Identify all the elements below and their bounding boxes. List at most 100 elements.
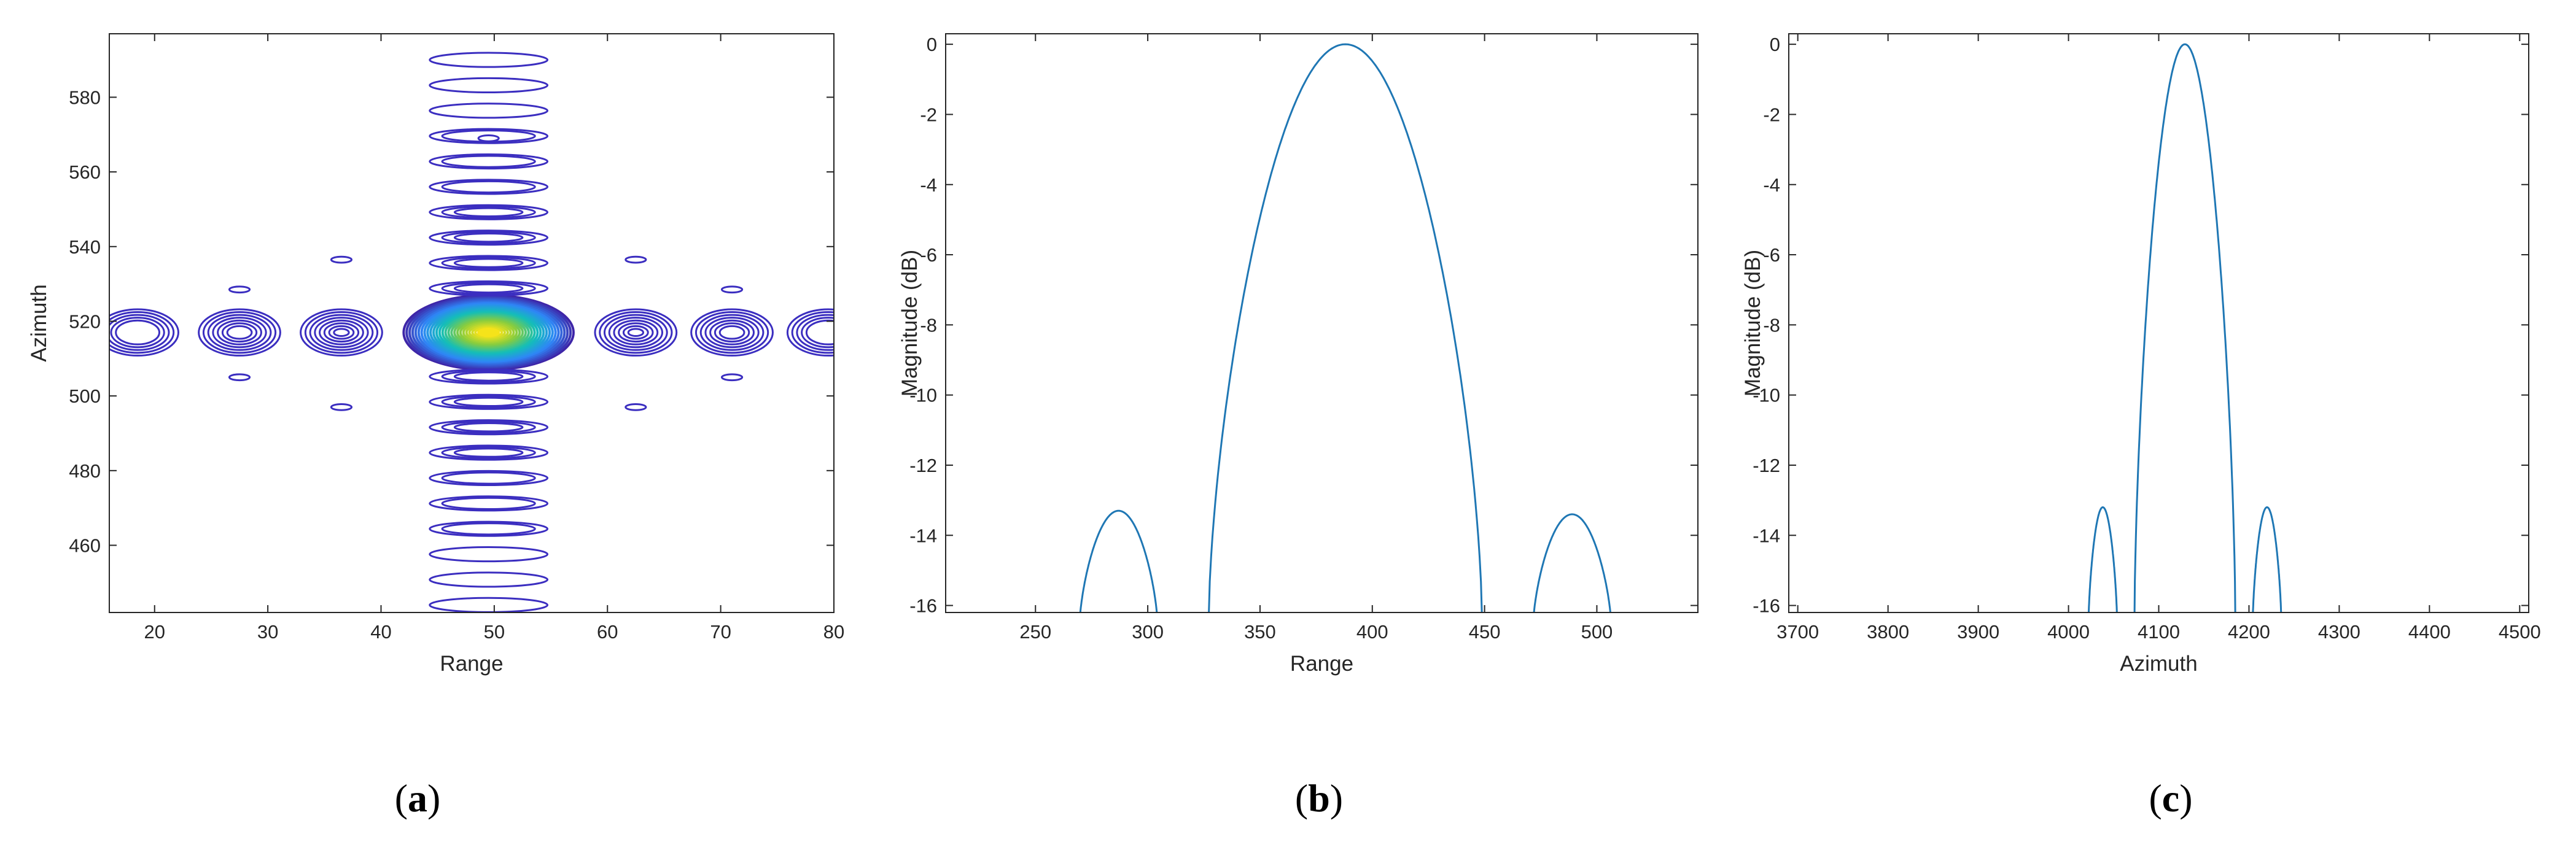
- panel-label: (b): [1295, 776, 1343, 820]
- range-sidelobe-contour: [613, 319, 659, 346]
- range-sidelobe-contour: [300, 308, 383, 357]
- azimuth-sidelobe-contour: [453, 207, 524, 218]
- central-contour: [471, 325, 506, 340]
- range-sidelobe-contour: [309, 314, 374, 351]
- y-tick-label: -4: [920, 174, 937, 196]
- central-contour: [462, 321, 515, 344]
- azimuth-sidelobe-contour: [441, 206, 536, 219]
- range-sidelobe-contour: [314, 317, 369, 349]
- cross-term-contour: [330, 255, 353, 264]
- range-sidelobe-contour: [109, 314, 170, 351]
- azimuth-sidelobe-contour: [429, 444, 549, 461]
- side-lobe-curve: [1533, 513, 1611, 612]
- azimuth-sidelobe-contour: [453, 232, 524, 243]
- azimuth-sidelobe-contour: [429, 419, 549, 436]
- azimuth-sidelobe-contour: [429, 571, 549, 588]
- y-tick-label: 540: [69, 236, 101, 258]
- range-sidelobe-contour: [690, 308, 774, 357]
- y-tick-label: -12: [909, 455, 937, 476]
- azimuth-sidelobe-contour: [441, 155, 536, 168]
- range-sidelobe-contour: [221, 322, 258, 343]
- azimuth-sidelobe-contour: [453, 422, 524, 433]
- y-tick-label: -2: [1763, 104, 1780, 125]
- azimuth-sidelobe-contour: [441, 369, 536, 384]
- range-sidelobe-contour: [786, 308, 834, 357]
- central-contour: [414, 299, 563, 366]
- azimuth-sidelobe-contour: [429, 495, 549, 512]
- central-contour: [447, 314, 530, 351]
- x-tick-label: 250: [1019, 621, 1051, 643]
- y-tick-label: -16: [1753, 595, 1780, 617]
- x-tick-label: 350: [1244, 621, 1276, 643]
- azimuth-sidelobe-contour: [429, 153, 549, 170]
- y-tick-label: -6: [920, 244, 937, 266]
- central-contour: [474, 326, 504, 339]
- y-tick-label: -14: [1753, 525, 1780, 546]
- azimuth-sidelobe-contour: [429, 393, 549, 410]
- range-sidelobe-contour: [202, 311, 277, 354]
- cross-term-contour: [625, 403, 647, 411]
- azimuth-sidelobe-contour: [441, 471, 536, 485]
- contour-panel-a: 20 30 40 50 60 70 80 460 480 500 520 540 560 580 Ran…: [27, 33, 844, 820]
- azimuth-sidelobe-contour: [429, 368, 549, 385]
- range-profile-plot-area: [1079, 43, 1611, 612]
- side-lobe-curve: [1079, 509, 1158, 612]
- y-tick-label: 460: [69, 535, 101, 556]
- x-axis-ticks: 20 30 40 50 60 70 80: [144, 34, 844, 643]
- range-sidelobe-contour: [328, 325, 355, 340]
- range-sidelobe-contour: [109, 308, 179, 357]
- range-sidelobe-contour: [627, 328, 645, 337]
- central-contour: [438, 310, 539, 355]
- azimuth-sidelobe-contour: [429, 52, 549, 68]
- y-tick-label: -2: [920, 104, 937, 125]
- central-contour: [408, 296, 569, 369]
- azimuth-sidelobe-contour: [453, 258, 524, 268]
- range-sidelobe-contour: [805, 319, 834, 346]
- azimuth-sidelobe-contour: [429, 520, 549, 537]
- range-sidelobe-contour: [599, 311, 673, 354]
- central-contour: [468, 323, 509, 341]
- x-tick-label: 3900: [1957, 621, 1999, 643]
- central-contour: [423, 303, 554, 362]
- central-contour: [456, 318, 521, 347]
- range-sidelobe-contour: [212, 317, 267, 349]
- axes-frame: [109, 33, 835, 613]
- cross-term-contour: [720, 373, 744, 382]
- axes-frame: [1788, 33, 2529, 613]
- x-tick-label: 4400: [2408, 621, 2451, 643]
- y-axis-ticks: 460 480 500 520 540 560 580: [69, 87, 834, 556]
- range-sidelobe-contour: [699, 314, 765, 351]
- central-contour: [453, 317, 524, 348]
- y-tick-label: -16: [909, 595, 937, 617]
- azimuth-sidelobe-contour: [453, 371, 524, 382]
- x-tick-label: 20: [144, 621, 165, 643]
- range-sidelobe-contour: [207, 314, 272, 351]
- range-sidelobe-contour: [110, 317, 165, 349]
- azimuth-sidelobe-contour: [429, 77, 549, 94]
- central-contour: [411, 298, 566, 367]
- x-tick-label: 500: [1581, 621, 1613, 643]
- x-axis-label: Range: [1290, 652, 1353, 676]
- azimuth-sidelobe-contour: [441, 496, 536, 510]
- azimuth-sidelobe-contour: [429, 255, 549, 271]
- azimuth-sidelobe-contour: [441, 180, 536, 194]
- range-sidelobe-contour: [801, 317, 834, 349]
- azimuth-sidelobe-contour: [441, 395, 536, 409]
- central-contour: [444, 312, 533, 352]
- central-contour: [426, 304, 551, 360]
- azimuth-sidelobe-contour: [429, 280, 549, 296]
- azimuth-sidelobe-contour: [453, 396, 524, 408]
- y-tick-label: -6: [1763, 244, 1780, 266]
- panel-label: (c): [2149, 776, 2192, 820]
- central-contour: [432, 307, 545, 358]
- range-sidelobe-contour: [709, 319, 755, 346]
- cross-term-contour: [330, 403, 353, 411]
- range-sidelobe-contour: [791, 311, 834, 354]
- cross-term-contour: [228, 285, 251, 294]
- azimuth-sidelobe-contour: [429, 597, 549, 612]
- y-tick-label: -8: [920, 314, 937, 336]
- side-lobe-curve: [2087, 506, 2118, 612]
- y-tick-label: -10: [909, 385, 937, 406]
- azimuth-sidelobe-contour: [429, 204, 549, 220]
